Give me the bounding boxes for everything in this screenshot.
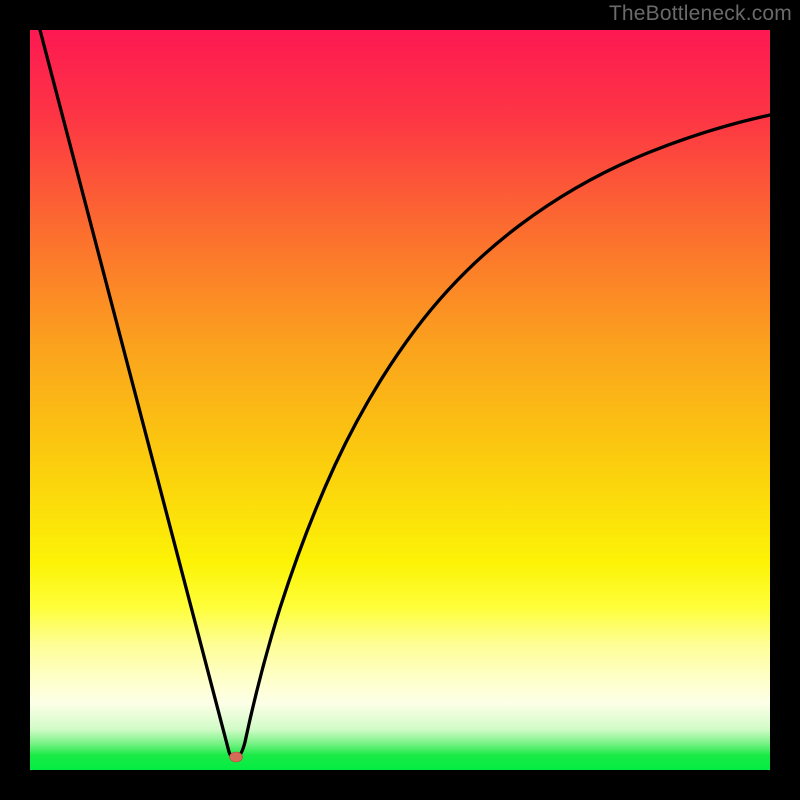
chart-container: TheBottleneck.com bbox=[0, 0, 800, 800]
watermark-label: TheBottleneck.com bbox=[609, 2, 792, 26]
optimum-marker bbox=[230, 752, 243, 762]
gradient-background bbox=[30, 30, 770, 770]
chart-svg bbox=[30, 30, 770, 770]
plot-area bbox=[30, 30, 770, 770]
